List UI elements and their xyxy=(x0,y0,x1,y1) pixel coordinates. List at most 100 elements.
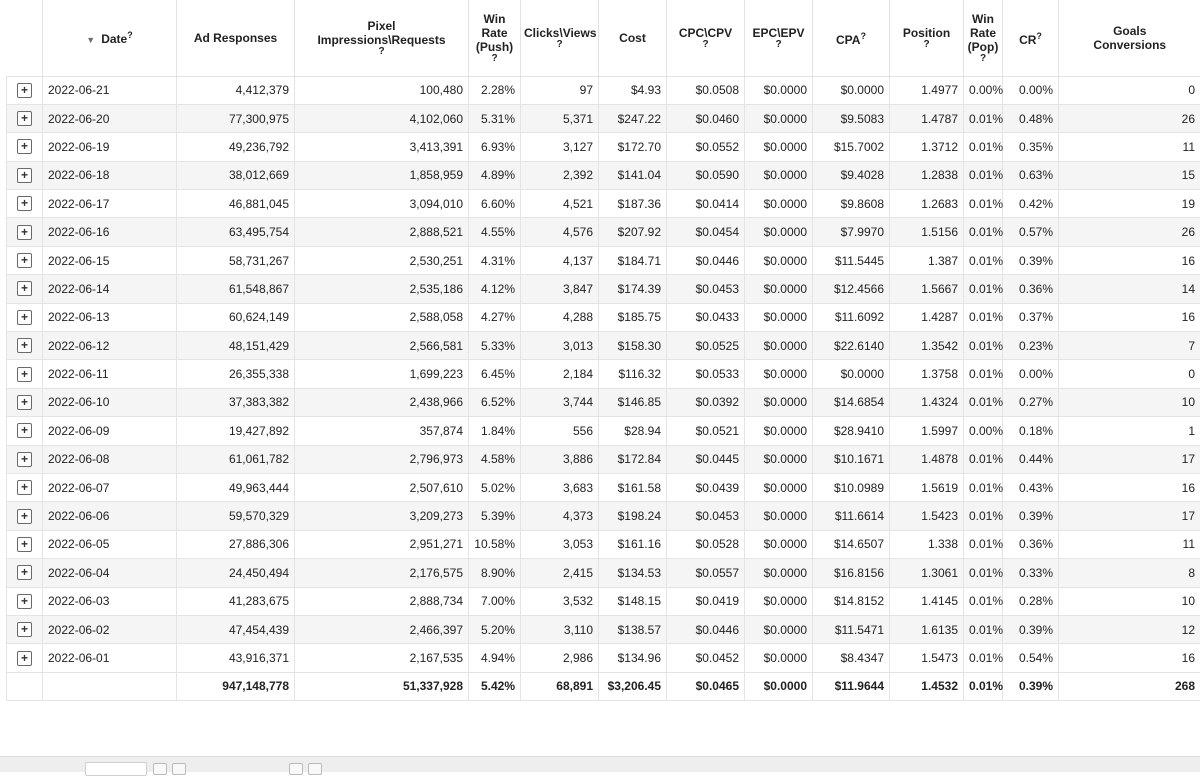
plus-box-icon[interactable]: + xyxy=(17,622,32,637)
cell-win-rate-push: 6.60% xyxy=(469,190,521,218)
plus-box-icon[interactable]: + xyxy=(17,83,32,98)
plus-box-icon[interactable]: + xyxy=(17,537,32,552)
plus-box-icon[interactable]: + xyxy=(17,509,32,524)
cell-cr: 0.00% xyxy=(1003,360,1059,388)
plus-box-icon[interactable]: + xyxy=(17,395,32,410)
cell-win-rate-push: 5.33% xyxy=(469,332,521,360)
cell-win-rate-push: 5.39% xyxy=(469,502,521,530)
help-icon[interactable]: ? xyxy=(298,47,465,57)
cell-clicks-views: 2,184 xyxy=(521,360,599,388)
cell-win-rate-push: 1.84% xyxy=(469,417,521,445)
cell-ad-responses: 27,886,306 xyxy=(177,530,295,558)
next-page-button[interactable] xyxy=(289,763,303,775)
cell-date: 2022-06-09 xyxy=(43,417,177,445)
first-page-button[interactable] xyxy=(153,763,167,775)
cell-goals: 16 xyxy=(1059,644,1200,672)
header-cpa[interactable]: CPA? xyxy=(813,0,890,76)
plus-box-icon[interactable]: + xyxy=(17,196,32,211)
cell-clicks-views: 4,137 xyxy=(521,246,599,274)
help-icon[interactable]: ? xyxy=(127,30,133,40)
help-icon[interactable]: ? xyxy=(860,31,866,41)
cell-ad-responses: 48,151,429 xyxy=(177,332,295,360)
expand-cell: + xyxy=(7,133,43,161)
total-cpa: $11.9644 xyxy=(813,672,890,700)
cell-date: 2022-06-10 xyxy=(43,388,177,416)
cell-epc-epv: $0.0000 xyxy=(745,104,813,132)
plus-box-icon[interactable]: + xyxy=(17,338,32,353)
cell-position: 1.4787 xyxy=(890,104,964,132)
header-cost[interactable]: Cost xyxy=(599,0,667,76)
cell-cr: 0.39% xyxy=(1003,502,1059,530)
total-cost: $3,206.45 xyxy=(599,672,667,700)
page-size-select[interactable] xyxy=(85,762,147,776)
header-clicks-views[interactable]: Clicks\Views? xyxy=(521,0,599,76)
plus-box-icon[interactable]: + xyxy=(17,168,32,183)
header-ad-responses[interactable]: Ad Responses xyxy=(177,0,295,76)
header-cr[interactable]: CR? xyxy=(1003,0,1059,76)
plus-box-icon[interactable]: + xyxy=(17,452,32,467)
plus-box-icon[interactable]: + xyxy=(17,594,32,609)
plus-box-icon[interactable]: + xyxy=(17,423,32,438)
help-icon[interactable]: ? xyxy=(893,40,960,50)
cell-ad-responses: 43,916,371 xyxy=(177,644,295,672)
plus-box-icon[interactable]: + xyxy=(17,225,32,240)
cell-ad-responses: 19,427,892 xyxy=(177,417,295,445)
help-icon[interactable]: ? xyxy=(967,54,999,64)
sort-down-icon[interactable]: ▼ xyxy=(86,35,95,45)
plus-box-icon[interactable]: + xyxy=(17,480,32,495)
cell-ad-responses: 59,570,329 xyxy=(177,502,295,530)
cell-win-rate-push: 6.52% xyxy=(469,388,521,416)
help-icon[interactable]: ? xyxy=(472,54,517,64)
cell-goals: 16 xyxy=(1059,246,1200,274)
cell-cost: $134.96 xyxy=(599,644,667,672)
header-date[interactable]: ▼Date? xyxy=(43,0,177,76)
plus-box-icon[interactable]: + xyxy=(17,565,32,580)
help-icon[interactable]: ? xyxy=(1036,31,1042,41)
cell-win-rate-push: 4.31% xyxy=(469,246,521,274)
plus-box-icon[interactable]: + xyxy=(17,310,32,325)
cell-goals: 0 xyxy=(1059,360,1200,388)
help-icon[interactable]: ? xyxy=(748,40,809,50)
cell-goals: 26 xyxy=(1059,104,1200,132)
cell-date: 2022-06-03 xyxy=(43,587,177,615)
cell-date: 2022-06-12 xyxy=(43,332,177,360)
help-icon[interactable]: ? xyxy=(524,40,595,50)
last-page-button[interactable] xyxy=(308,763,322,775)
help-icon[interactable]: ? xyxy=(670,40,741,50)
cell-date: 2022-06-02 xyxy=(43,615,177,643)
cell-cr: 0.44% xyxy=(1003,445,1059,473)
cell-win-rate-push: 2.28% xyxy=(469,76,521,104)
plus-box-icon[interactable]: + xyxy=(17,111,32,126)
plus-box-icon[interactable]: + xyxy=(17,139,32,154)
cell-position: 1.3712 xyxy=(890,133,964,161)
cell-win-rate-pop: 0.01% xyxy=(964,388,1003,416)
cell-epc-epv: $0.0000 xyxy=(745,445,813,473)
plus-box-icon[interactable]: + xyxy=(17,253,32,268)
header-epc-epv[interactable]: EPC\EPV? xyxy=(745,0,813,76)
header-cpc-cpv[interactable]: CPC\CPV? xyxy=(667,0,745,76)
expand-cell: + xyxy=(7,502,43,530)
cell-clicks-views: 4,521 xyxy=(521,190,599,218)
plus-box-icon[interactable]: + xyxy=(17,281,32,296)
cell-epc-epv: $0.0000 xyxy=(745,360,813,388)
cell-win-rate-pop: 0.01% xyxy=(964,360,1003,388)
cell-date: 2022-06-07 xyxy=(43,473,177,501)
plus-box-icon[interactable]: + xyxy=(17,367,32,382)
cell-goals: 10 xyxy=(1059,587,1200,615)
cell-date: 2022-06-16 xyxy=(43,218,177,246)
cell-ad-responses: 4,412,379 xyxy=(177,76,295,104)
header-position[interactable]: Position? xyxy=(890,0,964,76)
cell-cr: 0.35% xyxy=(1003,133,1059,161)
prev-page-button[interactable] xyxy=(172,763,186,775)
plus-box-icon[interactable]: + xyxy=(17,651,32,666)
